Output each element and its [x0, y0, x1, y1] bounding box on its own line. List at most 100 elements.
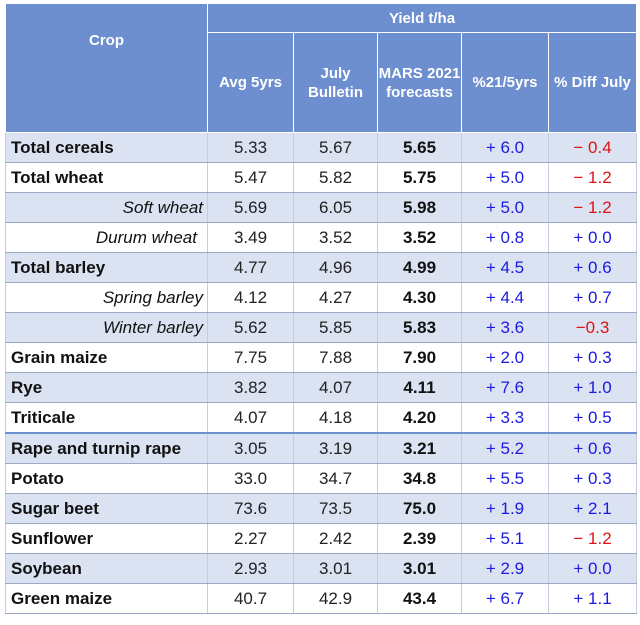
avg-5yrs-cell: 3.82 — [207, 372, 294, 403]
table-row: Rape and turnip rape 3.05 3.19 3.21 + 5.2 + 0… — [5, 432, 638, 464]
mars-forecast-cell: 4.99 — [377, 252, 462, 283]
table-body: Total cereals 5.33 5.67 5.65 + 6.0− 0.4 Total… — [5, 132, 638, 614]
pct-diff-july-cell: −0.3 — [547, 312, 638, 343]
mars-forecast-cell: 34.8 — [377, 463, 462, 494]
pct-diff-july-cell: + 0.7 — [547, 282, 638, 313]
table-row: Spring barley 4.12 4.27 4.30 + 4.4 + 0.7 — [5, 282, 638, 313]
table-row: Grain maize 7.75 7.88 7.90 + 2.0 + 0.3 — [5, 342, 638, 373]
pct-vs-5yrs-cell: + 5.5 — [461, 463, 549, 494]
avg-5yrs-cell: 33.0 — [207, 463, 294, 494]
july-bulletin-cell: 4.27 — [293, 282, 378, 313]
table-row: Durum wheat 3.49 3.52 3.52 + 0.8 + 0.0 — [5, 222, 638, 253]
mars-forecast-cell: 75.0 — [377, 493, 462, 524]
pct-diff-july-cell: + 0.5 — [547, 402, 638, 434]
table-row: Soybean 2.93 3.01 3.01 + 2.9 + 0.0 — [5, 553, 638, 584]
july-bulletin-cell: 42.9 — [293, 583, 378, 614]
crop-name-cell: Rye — [5, 372, 208, 403]
avg-5yrs-cell: 5.69 — [207, 192, 294, 223]
pct-vs-5yrs-cell: + 5.0 — [461, 192, 549, 223]
crop-name-cell: Total cereals — [5, 132, 208, 163]
pct-diff-july-cell: + 0.0 — [547, 222, 638, 253]
avg-5yrs-cell: 2.27 — [207, 523, 294, 554]
july-bulletin-cell: 5.85 — [293, 312, 378, 343]
avg-5yrs-cell: 5.33 — [207, 132, 294, 163]
avg-5yrs-cell: 4.12 — [207, 282, 294, 313]
pct-diff-july-header: % Diff July — [547, 32, 638, 133]
pct-vs-5yrs-cell: + 3.3 — [461, 402, 549, 434]
avg-5yrs-cell: 4.77 — [207, 252, 294, 283]
crop-name-cell: Winter barley — [5, 312, 208, 343]
pct-diff-july-cell: + 2.1 — [547, 493, 638, 524]
pct-vs-5yrs-cell: + 1.9 — [461, 493, 549, 524]
july-bulletin-cell: 4.96 — [293, 252, 378, 283]
pct-vs-5yrs-cell: + 3.6 — [461, 312, 549, 343]
mars-forecast-cell: 2.39 — [377, 523, 462, 554]
avg-5yrs-cell: 73.6 — [207, 493, 294, 524]
table-row: Potato 33.0 34.7 34.8 + 5.5 + 0.3 — [5, 463, 638, 494]
pct-vs-5yrs-cell: + 5.0 — [461, 162, 549, 193]
pct-vs-5yrs-cell: + 5.1 — [461, 523, 549, 554]
july-bulletin-cell: 34.7 — [293, 463, 378, 494]
mars-forecast-cell: 3.01 — [377, 553, 462, 584]
table-row: Sunflower 2.27 2.42 2.39 + 5.1− 1.2 — [5, 523, 638, 554]
pct-diff-july-cell: + 0.3 — [547, 463, 638, 494]
table-row: Rye 3.82 4.07 4.11 + 7.6 + 1.0 — [5, 372, 638, 403]
table-row: Sugar beet 73.6 73.5 75.0 + 1.9 + 2.1 — [5, 493, 638, 524]
table-row: Total cereals 5.33 5.67 5.65 + 6.0− 0.4 — [5, 132, 638, 163]
table-row: Soft wheat 5.69 6.05 5.98 + 5.0− 1.2 — [5, 192, 638, 223]
crop-column-header: Crop — [5, 3, 208, 133]
july-bulletin-header: July Bulletin — [293, 32, 378, 133]
july-bulletin-cell: 4.07 — [293, 372, 378, 403]
pct-diff-july-cell: + 0.3 — [547, 342, 638, 373]
avg-5yrs-header: Avg 5yrs — [207, 32, 294, 133]
crop-name-cell: Triticale — [5, 402, 208, 434]
crop-name-cell: Durum wheat — [5, 222, 208, 253]
mars-forecast-cell: 3.21 — [377, 432, 462, 464]
pct-vs-5yrs-cell: + 6.0 — [461, 132, 549, 163]
july-bulletin-cell: 7.88 — [293, 342, 378, 373]
july-bulletin-cell: 3.52 — [293, 222, 378, 253]
mars-forecast-cell: 4.30 — [377, 282, 462, 313]
pct-diff-july-cell: + 0.0 — [547, 553, 638, 584]
pct-diff-july-cell: + 1.1 — [547, 583, 638, 614]
pct-vs-5yrs-cell: + 4.5 — [461, 252, 549, 283]
mars-forecast-cell: 4.20 — [377, 402, 462, 434]
table-row: Winter barley 5.62 5.85 5.83 + 3.6 −0.3 — [5, 312, 638, 343]
mars-forecast-cell: 5.98 — [377, 192, 462, 223]
crop-name-cell: Spring barley — [5, 282, 208, 313]
pct-diff-july-cell: + 0.6 — [547, 252, 638, 283]
pct-diff-july-cell: − 1.2 — [547, 523, 638, 554]
july-bulletin-cell: 73.5 — [293, 493, 378, 524]
crop-name-cell: Grain maize — [5, 342, 208, 373]
avg-5yrs-cell: 5.47 — [207, 162, 294, 193]
crop-name-cell: Potato — [5, 463, 208, 494]
pct-vs-5yrs-cell: + 2.9 — [461, 553, 549, 584]
pct-diff-july-cell: − 1.2 — [547, 162, 638, 193]
avg-5yrs-cell: 4.07 — [207, 402, 294, 434]
avg-5yrs-cell: 3.49 — [207, 222, 294, 253]
table-row: Total wheat 5.47 5.82 5.75 + 5.0− 1.2 — [5, 162, 638, 193]
crop-name-cell: Sugar beet — [5, 493, 208, 524]
pct-vs-5yrs-cell: + 2.0 — [461, 342, 549, 373]
crop-name-cell: Soybean — [5, 553, 208, 584]
crop-name-cell: Rape and turnip rape — [5, 432, 208, 464]
avg-5yrs-cell: 7.75 — [207, 342, 294, 373]
mars-forecast-cell: 43.4 — [377, 583, 462, 614]
july-bulletin-cell: 3.01 — [293, 553, 378, 584]
crop-name-cell: Total barley — [5, 252, 208, 283]
mars-forecast-cell: 5.75 — [377, 162, 462, 193]
crop-name-cell: Total wheat — [5, 162, 208, 193]
july-bulletin-cell: 2.42 — [293, 523, 378, 554]
crop-name-cell: Sunflower — [5, 523, 208, 554]
table-row: Triticale 4.07 4.18 4.20 + 3.3 + 0.5 — [5, 402, 638, 434]
pct-diff-july-cell: − 1.2 — [547, 192, 638, 223]
table-row: Green maize 40.7 42.9 43.4 + 6.7 + 1.1 — [5, 583, 638, 614]
july-bulletin-cell: 4.18 — [293, 402, 378, 434]
mars-forecast-cell: 4.11 — [377, 372, 462, 403]
avg-5yrs-cell: 5.62 — [207, 312, 294, 343]
avg-5yrs-cell: 2.93 — [207, 553, 294, 584]
yield-group-header: Yield t/ha — [206, 3, 638, 33]
mars-forecast-cell: 7.90 — [377, 342, 462, 373]
yield-forecast-table: Crop Yield t/ha Avg 5yrs July Bulletin M… — [5, 3, 638, 614]
